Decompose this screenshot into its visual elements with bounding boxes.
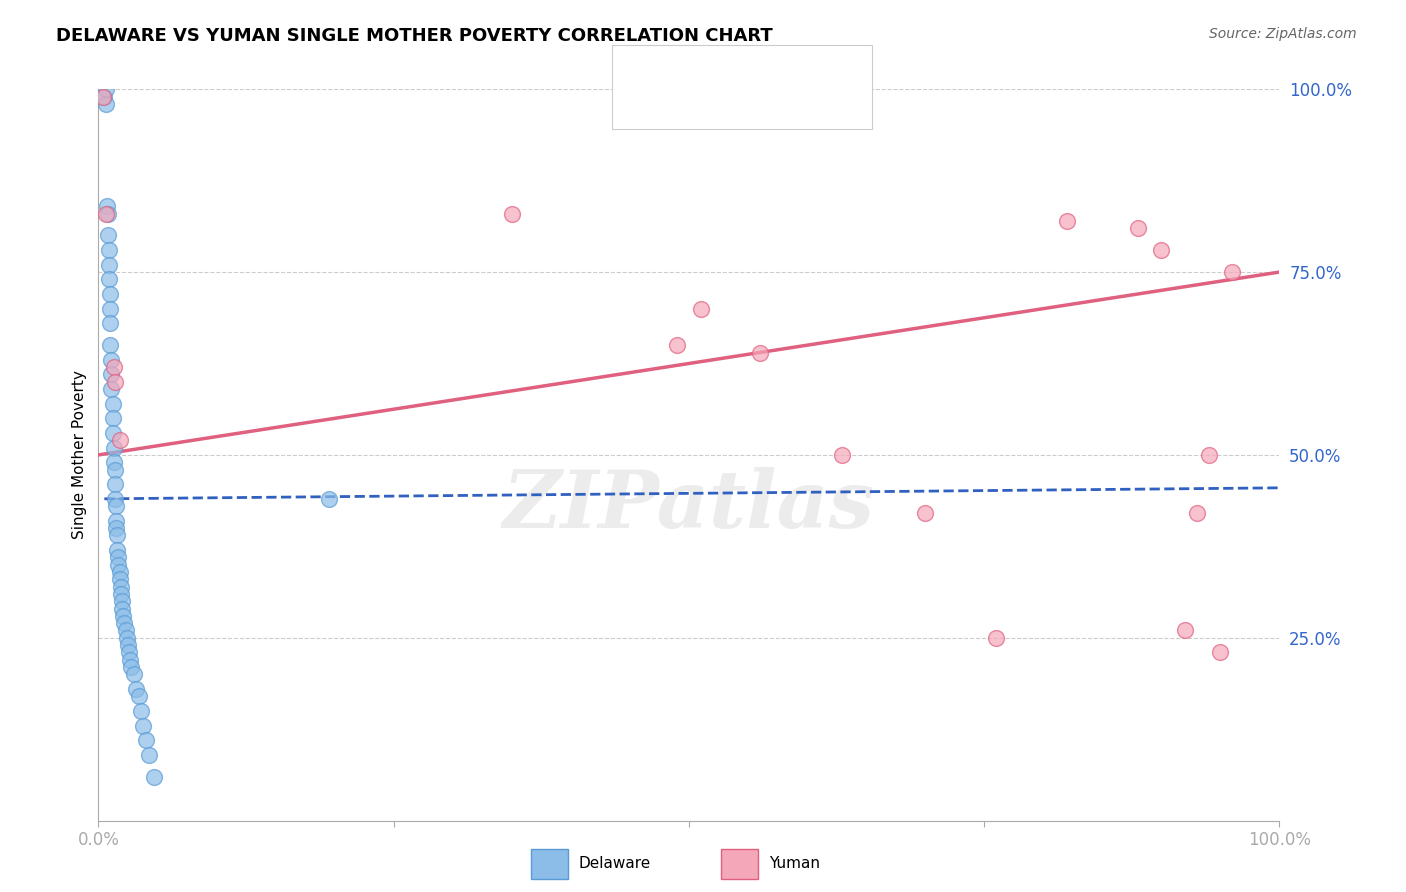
- Text: N = 20: N = 20: [780, 99, 838, 114]
- Y-axis label: Single Mother Poverty: Single Mother Poverty: [72, 370, 87, 540]
- Text: N = 54: N = 54: [780, 62, 838, 77]
- FancyBboxPatch shape: [531, 849, 568, 879]
- Point: [107, 550, 129, 565]
- Point: [94, 82, 117, 96]
- Point: [112, 608, 135, 623]
- Point: [118, 645, 141, 659]
- Point: [984, 631, 1007, 645]
- Point: [98, 272, 121, 286]
- Point: [115, 631, 138, 645]
- Point: [831, 448, 853, 462]
- Point: [98, 243, 121, 257]
- Point: [100, 382, 122, 396]
- Point: [666, 338, 689, 352]
- Point: [114, 624, 136, 638]
- Text: R = 0.252: R = 0.252: [664, 99, 747, 114]
- Point: [105, 543, 128, 558]
- Point: [108, 572, 131, 586]
- Point: [111, 594, 134, 608]
- Point: [1220, 265, 1243, 279]
- FancyBboxPatch shape: [721, 849, 758, 879]
- Text: DELAWARE VS YUMAN SINGLE MOTHER POVERTY CORRELATION CHART: DELAWARE VS YUMAN SINGLE MOTHER POVERTY …: [56, 27, 773, 45]
- Point: [105, 521, 128, 535]
- Point: [104, 462, 127, 476]
- FancyBboxPatch shape: [620, 54, 654, 84]
- Point: [98, 258, 121, 272]
- Point: [318, 491, 340, 506]
- Text: Source: ZipAtlas.com: Source: ZipAtlas.com: [1209, 27, 1357, 41]
- Point: [105, 528, 128, 542]
- Point: [107, 558, 129, 572]
- Point: [1198, 448, 1220, 462]
- Point: [111, 601, 134, 615]
- FancyBboxPatch shape: [620, 92, 654, 120]
- Point: [100, 368, 122, 382]
- Point: [121, 660, 143, 674]
- Point: [101, 425, 124, 440]
- Point: [98, 301, 121, 316]
- Point: [103, 360, 125, 375]
- Point: [1150, 243, 1173, 257]
- Point: [97, 228, 120, 243]
- Point: [108, 565, 131, 579]
- Text: R = 0.002: R = 0.002: [664, 62, 747, 77]
- Point: [112, 616, 135, 631]
- Point: [94, 96, 117, 111]
- Point: [128, 690, 150, 704]
- Point: [1126, 221, 1149, 235]
- Point: [108, 434, 131, 448]
- Point: [93, 89, 115, 103]
- Point: [1185, 507, 1208, 521]
- Point: [689, 301, 711, 316]
- Text: Delaware: Delaware: [579, 856, 651, 871]
- Point: [129, 704, 152, 718]
- Point: [104, 491, 127, 506]
- Text: ZIPatlas: ZIPatlas: [503, 467, 875, 545]
- Point: [110, 580, 132, 594]
- Point: [91, 89, 114, 103]
- Point: [101, 397, 124, 411]
- Point: [748, 345, 770, 359]
- Point: [135, 733, 157, 747]
- Point: [98, 338, 121, 352]
- Point: [1056, 214, 1078, 228]
- Point: [98, 287, 121, 301]
- Point: [914, 507, 936, 521]
- Point: [120, 653, 142, 667]
- Point: [100, 352, 122, 367]
- Point: [501, 206, 523, 220]
- Point: [103, 455, 125, 469]
- Point: [98, 316, 121, 330]
- Point: [117, 638, 139, 652]
- Point: [96, 199, 118, 213]
- Point: [101, 411, 124, 425]
- Point: [97, 206, 120, 220]
- Point: [1209, 645, 1232, 659]
- Point: [105, 514, 128, 528]
- Text: Yuman: Yuman: [769, 856, 820, 871]
- Point: [142, 770, 165, 784]
- Point: [105, 499, 128, 513]
- Point: [110, 587, 132, 601]
- Point: [104, 375, 127, 389]
- Point: [132, 718, 155, 732]
- Point: [103, 441, 125, 455]
- Point: [104, 477, 127, 491]
- Point: [94, 206, 117, 220]
- Point: [125, 681, 148, 696]
- Point: [122, 667, 145, 681]
- Point: [1174, 624, 1197, 638]
- Point: [138, 747, 160, 762]
